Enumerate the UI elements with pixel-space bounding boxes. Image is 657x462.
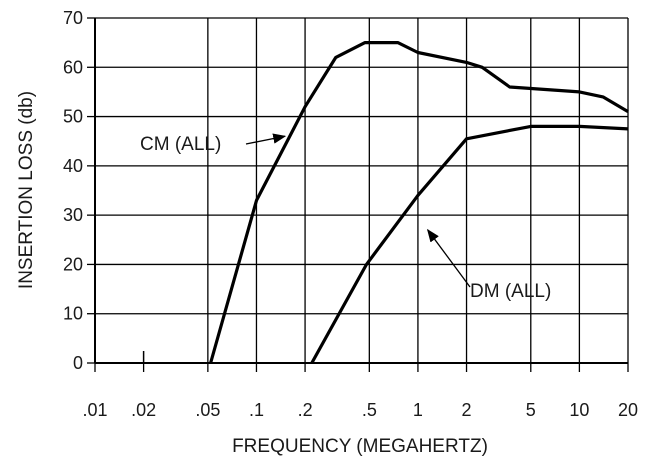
series-lines xyxy=(209,41,629,364)
x-tick-label: 10 xyxy=(569,400,589,420)
y-tick-label: 0 xyxy=(73,353,83,373)
x-tick-label: .1 xyxy=(249,400,264,420)
y-tick-label: 30 xyxy=(63,205,83,225)
series-line-dm xyxy=(310,124,629,364)
annotation-arrow-cm xyxy=(245,133,287,145)
y-tick-label: 40 xyxy=(63,156,83,176)
y-tick-label: 60 xyxy=(63,57,83,77)
x-tick-label: 1 xyxy=(413,400,423,420)
axes xyxy=(94,18,628,364)
x-tick-label: 5 xyxy=(526,400,536,420)
annotation-arrow-dm xyxy=(426,228,471,288)
x-axis-label: FREQUENCY (MEGAHERTZ) xyxy=(232,436,488,457)
x-tick-label: .05 xyxy=(195,400,220,420)
y-axis-label: INSERTION LOSS (db) xyxy=(16,91,37,289)
series-line-cm xyxy=(209,41,629,364)
x-tick-label: .2 xyxy=(298,400,313,420)
x-tick-label: 20 xyxy=(618,400,638,420)
x-tick-label: .02 xyxy=(131,400,156,420)
grid xyxy=(95,17,629,364)
x-tick-label: .5 xyxy=(362,400,377,420)
annotations: CM (ALL) DM (ALL) xyxy=(140,133,551,302)
x-axis-ticks: .01 .02 .05 .1 .2 .5 1 2 5 10 20 xyxy=(82,363,638,420)
annotation-dm: DM (ALL) xyxy=(470,281,551,302)
y-axis-ticks: 0 10 20 30 40 50 60 70 xyxy=(63,8,95,373)
x-tick-label: 2 xyxy=(462,400,472,420)
y-tick-label: 70 xyxy=(63,8,83,28)
x-tick-label: .01 xyxy=(82,400,107,420)
y-tick-label: 10 xyxy=(63,304,83,324)
y-tick-label: 20 xyxy=(63,254,83,274)
annotation-cm: CM (ALL) xyxy=(140,134,221,155)
y-tick-label: 50 xyxy=(63,107,83,127)
